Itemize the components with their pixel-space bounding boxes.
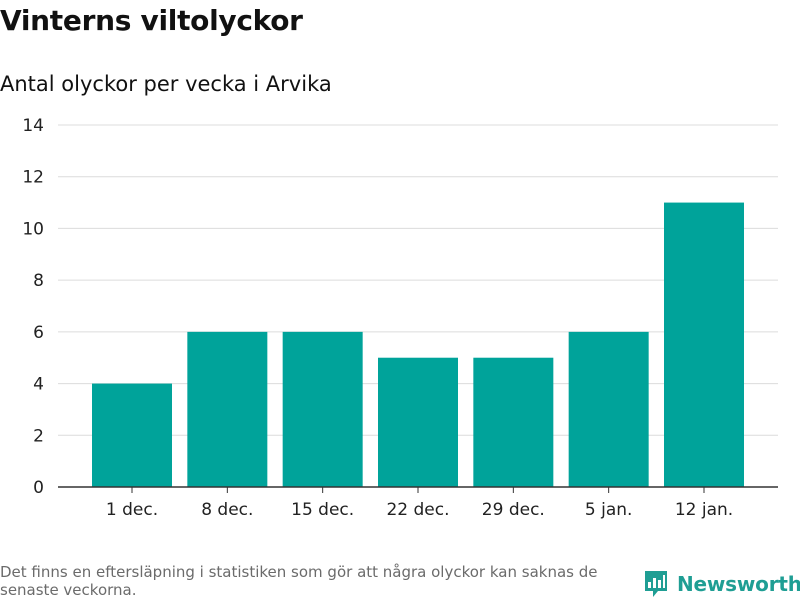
y-axis-ticks: 0 2 4 6 8 10 12 14 [22, 116, 44, 498]
footnote: Det finns en eftersläpning i statistiken… [0, 563, 598, 599]
y-tick-label: 10 [22, 219, 44, 239]
bar [282, 331, 363, 487]
x-tick-label: 15 dec. [291, 500, 354, 520]
bars [92, 202, 744, 488]
grid-lines [58, 124, 778, 436]
brand-logo: Newsworthy [643, 569, 800, 599]
brand-name: Newsworthy [677, 572, 800, 596]
x-tick-label: 8 dec. [201, 500, 253, 520]
x-tick-label: 12 jan. [675, 500, 733, 520]
y-tick-label: 14 [22, 116, 44, 136]
x-tick-label: 22 dec. [386, 500, 449, 520]
x-axis: 1 dec. 8 dec. 15 dec. 22 dec. 29 dec. 5 jan. 1… [58, 486, 778, 520]
bar [664, 202, 744, 488]
x-tick-label: 1 dec. [106, 500, 158, 520]
x-tick-label: 5 jan. [585, 500, 633, 520]
y-tick-label: 4 [33, 375, 44, 395]
bar [187, 331, 268, 487]
y-tick-label: 8 [33, 271, 44, 291]
newsworthy-logo-icon [645, 571, 667, 597]
y-tick-label: 6 [33, 323, 44, 343]
y-tick-label: 2 [33, 426, 44, 446]
bar [92, 383, 172, 487]
bar [568, 331, 649, 487]
x-tick-label: 29 dec. [482, 500, 545, 520]
bar [473, 357, 554, 487]
chart-subtitle: Antal olyckor per vecka i Arvika [0, 72, 332, 96]
bar [378, 357, 458, 487]
chart-title: Vinterns viltolyckor [0, 4, 303, 37]
y-tick-label: 12 [22, 168, 44, 188]
y-tick-label: 0 [33, 478, 44, 498]
